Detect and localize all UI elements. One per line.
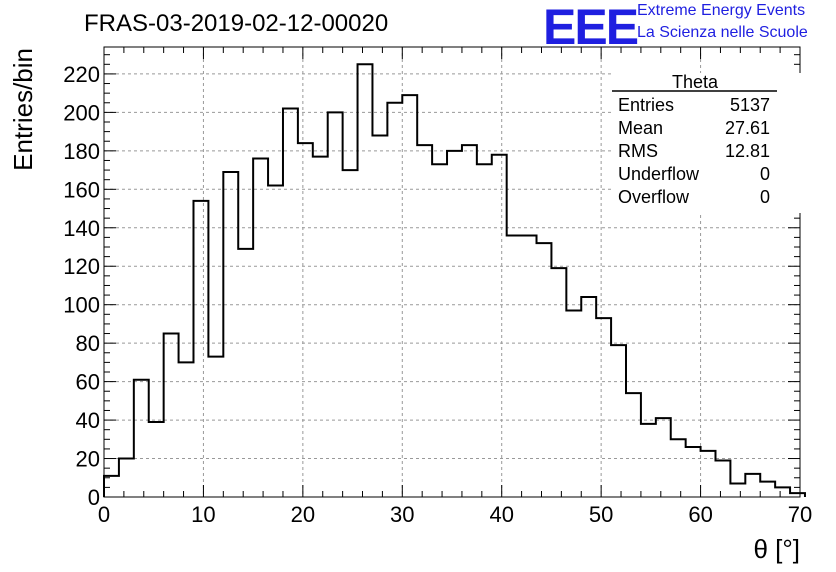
histogram-bin [328,112,343,497]
histogram-bin [149,422,164,497]
histogram-bin [402,95,417,497]
histogram-bin [372,135,387,497]
y-tick-label: 80 [76,331,100,356]
stats-row-value: 0 [760,187,770,207]
stats-row-label: Overflow [618,187,690,207]
histogram-bin [298,143,313,497]
y-tick-label: 0 [88,485,100,510]
histogram-bin [343,170,358,497]
histogram-bin [537,243,552,497]
histogram-bin [119,459,134,497]
stats-box-bg [612,73,802,213]
stats-row-value: 5137 [730,95,770,115]
histogram-bin [775,487,790,497]
y-tick-label: 220 [63,62,100,87]
histogram-bin [551,268,566,497]
stats-row-label: Mean [618,118,663,138]
logo-subtitle-line2: La Scienza nelle Scuole [637,24,808,41]
histogram-bin [626,393,641,497]
histogram-bin [730,484,745,497]
x-tick-label: 40 [489,502,513,527]
histogram-bin [462,145,477,497]
y-tick-label: 60 [76,370,100,395]
histogram-bin [268,185,283,497]
histogram-bin [417,145,432,497]
histogram-bin [596,318,611,497]
y-axis-label: Entries/bin [8,48,38,171]
histogram-bin [134,380,149,497]
x-tick-label: 30 [390,502,414,527]
histogram-bin [179,362,194,497]
histogram-bin [492,155,507,497]
stats-row-label: RMS [618,141,658,161]
stats-row-label: Entries [618,95,674,115]
histogram-bin [208,357,223,497]
histogram-line [103,63,806,497]
histogram-bin [790,493,805,497]
y-tick-label: 40 [76,408,100,433]
y-tick-label: 140 [63,216,100,241]
histogram-bin [164,334,179,497]
stats-row-value: 27.61 [725,118,770,138]
histogram-bin [671,439,686,497]
histogram-bin [223,172,238,497]
stats-box-title: Theta [672,72,719,92]
histogram-bin [358,64,373,497]
histogram-bin [387,103,402,497]
histogram-bin [432,164,447,497]
x-tick-label: 60 [688,502,712,527]
y-tick-label: 100 [63,293,100,318]
histogram-bin [253,159,268,497]
histogram-bin [760,482,775,497]
histogram-bin [715,460,730,497]
eee-logo: EEE [543,0,639,55]
histogram-bin [566,310,581,497]
y-tick-label: 20 [76,447,100,472]
histogram-bin [193,201,208,497]
histogram-bin [447,151,462,497]
x-tick-label: 70 [788,502,812,527]
y-tick-label: 160 [63,177,100,202]
plot-frame [103,46,801,498]
x-tick-label: 50 [589,502,613,527]
histogram-bin [656,418,671,497]
histogram-bin [641,424,656,497]
histogram-bin [507,235,522,497]
chart-title: FRAS-03-2019-02-12-00020 [84,10,389,37]
x-axis-label: θ [°] [753,534,800,564]
histogram-bin [701,451,716,497]
histogram-bin [313,157,328,497]
stats-row-value: 0 [760,164,770,184]
histogram-bin [611,345,626,497]
x-tick-label: 0 [98,502,110,527]
histogram-bin [238,249,253,497]
histogram-bin [104,476,119,497]
histogram-bin [283,109,298,497]
y-tick-label: 120 [63,254,100,279]
y-tick-label: 180 [63,139,100,164]
y-tick-label: 200 [63,100,100,125]
stats-row-value: 12.81 [725,141,770,161]
histogram-bin [686,447,701,497]
histogram-bin [477,164,492,497]
histogram-bin [581,297,596,497]
logo-subtitle-line1: Extreme Energy Events [637,2,806,19]
stats-row-label: Underflow [618,164,700,184]
histogram-bin [745,474,760,497]
x-tick-label: 20 [291,502,315,527]
histogram-bin [522,235,537,497]
x-tick-label: 10 [191,502,215,527]
